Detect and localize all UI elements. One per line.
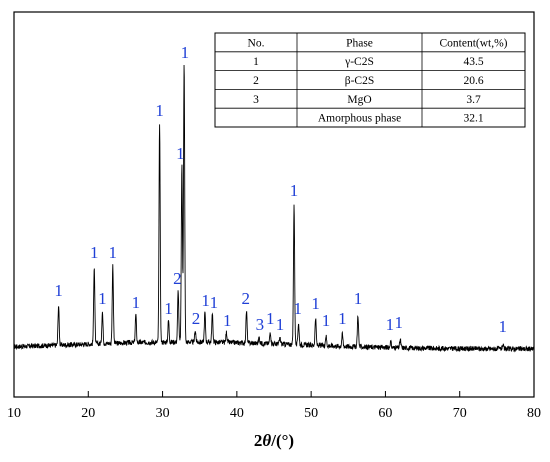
table-cell: γ-C2S xyxy=(344,56,374,68)
peak-label: 1 xyxy=(266,309,275,328)
peak-label: 1 xyxy=(98,289,107,308)
peak-label: 1 xyxy=(164,299,173,318)
x-tick-label: 20 xyxy=(81,406,95,421)
peak-label: 3 xyxy=(256,315,265,334)
table-cell: MgO xyxy=(347,94,371,106)
peak-label: 1 xyxy=(90,243,99,262)
table-cell: 20.6 xyxy=(463,75,483,87)
table-cell: 43.5 xyxy=(463,56,483,68)
peak-label: 1 xyxy=(395,313,404,332)
x-tick-label: 30 xyxy=(156,406,170,421)
peak-label: 1 xyxy=(54,281,63,300)
xrd-pattern-line xyxy=(13,65,535,353)
x-axis-label: 2θ/(°) xyxy=(254,431,294,450)
table-cell: 1 xyxy=(253,56,259,68)
peak-label: 1 xyxy=(338,309,347,328)
x-tick-label: 10 xyxy=(7,406,21,421)
peak-label: 1 xyxy=(201,291,210,310)
peak-label: 1 xyxy=(109,243,118,262)
peak-label: 1 xyxy=(176,144,185,163)
table-grid xyxy=(215,33,525,127)
table-cell: 32.1 xyxy=(463,113,483,125)
x-axis-tick-labels: 10 20 30 40 50 60 70 80 xyxy=(7,406,541,421)
peak-label: 1 xyxy=(499,317,508,336)
x-axis-label-suffix: /(°) xyxy=(270,431,294,450)
x-tick-label: 40 xyxy=(230,406,244,421)
table-cell: Amorphous phase xyxy=(318,113,401,125)
table-cells: No. Phase Content(wt,%) 1 γ-C2S 43.5 2 β-C2S 20.… xyxy=(248,37,508,124)
peak-label: 1 xyxy=(386,315,395,334)
x-axis-label-prefix: 2 xyxy=(254,431,263,450)
peak-label: 1 xyxy=(132,293,141,312)
table-cell: 3 xyxy=(253,94,259,106)
peak-label: 2 xyxy=(192,309,201,328)
table-frame xyxy=(214,32,526,128)
peak-label: 1 xyxy=(322,311,331,330)
peak-label: 1 xyxy=(294,299,303,318)
peak-label: 1 xyxy=(354,289,363,308)
peak-label: 1 xyxy=(290,181,299,200)
table-header-cell: Phase xyxy=(346,37,373,49)
x-axis-label-theta: θ xyxy=(262,431,271,450)
peak-label: 1 xyxy=(155,101,164,120)
table-cell: β-C2S xyxy=(345,75,375,87)
x-tick-label: 70 xyxy=(453,406,467,421)
peak-label: 2 xyxy=(242,289,251,308)
x-tick-label: 50 xyxy=(304,406,318,421)
x-tick-label: 60 xyxy=(378,406,392,421)
peak-label: 2 xyxy=(173,269,182,288)
peak-label: 1 xyxy=(276,315,285,334)
x-axis-ticks xyxy=(13,391,535,397)
peak-label: 1 xyxy=(181,43,190,62)
table-cell: 2 xyxy=(253,75,259,87)
peak-label: 1 xyxy=(311,294,320,313)
peak-label: 1 xyxy=(210,293,219,312)
table-cell: 3.7 xyxy=(466,94,481,106)
peak-label: 1 xyxy=(223,311,232,330)
plot-frame xyxy=(13,11,535,398)
x-tick-label: 80 xyxy=(527,406,541,421)
table-header-cell: Content(wt,%) xyxy=(439,37,507,49)
table-header-cell: No. xyxy=(248,37,265,49)
phase-table: No. Phase Content(wt,%) 1 γ-C2S 43.5 2 β-C2S 20.… xyxy=(214,32,526,128)
